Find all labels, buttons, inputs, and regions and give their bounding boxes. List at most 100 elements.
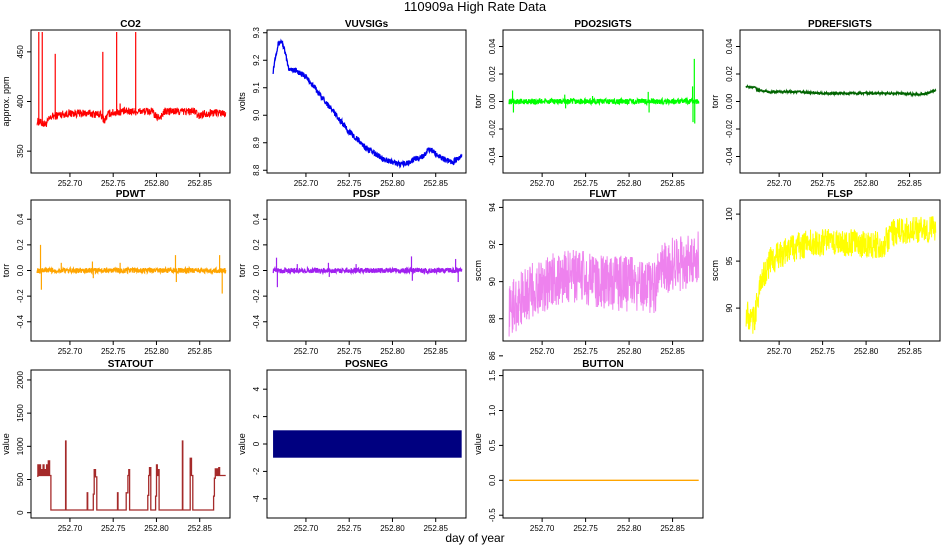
x-tick-label: 252.80	[380, 179, 405, 188]
y-tick-label: 0.00	[488, 93, 497, 109]
x-tick-label: 252.85	[660, 179, 685, 188]
y-tick-label: -0.04	[488, 147, 497, 166]
x-tick-label: 252.70	[58, 347, 83, 356]
x-tick-label: 252.75	[101, 179, 126, 188]
panel-title: PDWT	[116, 189, 145, 200]
panel-title: STATOUT	[108, 359, 154, 370]
data-line	[508, 96, 700, 107]
x-tick-label: 252.75	[810, 179, 835, 188]
y-tick-label: 0.2	[252, 239, 261, 251]
x-tick-label: 252.85	[187, 347, 212, 356]
y-tick-label: -0.2	[252, 289, 261, 303]
y-tick-label: 0.4	[252, 213, 261, 225]
y-axis-label: approx. ppm	[1, 76, 11, 126]
x-tick-label: 252.80	[617, 524, 642, 533]
y-tick-label: 9.1	[252, 82, 261, 94]
x-tick-label: 252.80	[617, 347, 642, 356]
plot-frame	[739, 199, 941, 342]
plot-frame	[266, 29, 467, 174]
x-tick-label: 252.85	[660, 347, 685, 356]
x-tick-label: 252.70	[294, 347, 319, 356]
x-tick-label: 252.85	[660, 524, 685, 533]
data-band	[273, 430, 462, 458]
y-tick-label: 8.8	[252, 164, 261, 176]
panel-title: CO2	[120, 19, 141, 30]
y-tick-label: 4	[252, 386, 261, 391]
x-tick-label: 252.75	[337, 524, 362, 533]
plot-frame	[30, 369, 231, 519]
panel-vuvsigs: VUVSIGs volts 8.8 8.9 9.0 9.1 9.2 9.3 252.70 252.…	[237, 19, 467, 188]
x-tick-label: 252.80	[380, 524, 405, 533]
y-axis-label: value	[473, 433, 483, 455]
y-tick-label: -2	[252, 467, 261, 475]
x-tick-label: 252.70	[530, 524, 555, 533]
y-tick-label: -4	[252, 495, 261, 503]
data-line	[272, 38, 463, 169]
y-axis-label: sccm	[473, 260, 483, 281]
y-tick-label: 94	[488, 202, 497, 211]
y-tick-label: 1000	[16, 437, 25, 455]
y-axis-label: sccm	[710, 260, 720, 281]
panel-co2: CO2 approx. ppm 350 400 450 252.70 252.75 252.8…	[1, 19, 231, 188]
x-tick-label: 252.80	[144, 347, 169, 356]
x-tick-label: 252.85	[187, 524, 212, 533]
x-tick-label: 252.80	[854, 347, 879, 356]
y-axis-label: value	[237, 433, 247, 455]
x-tick-label: 252.75	[573, 347, 598, 356]
y-tick-label: -0.02	[725, 119, 734, 138]
x-tick-label: 252.70	[58, 524, 83, 533]
x-tick-label: 252.85	[187, 179, 212, 188]
x-tick-label: 252.85	[897, 347, 922, 356]
y-tick-label: 2000	[16, 371, 25, 389]
x-tick-label: 252.85	[423, 347, 448, 356]
y-tick-label: 0.0	[252, 264, 261, 276]
y-tick-label: 0.04	[488, 38, 497, 54]
x-tick-label: 252.80	[617, 179, 642, 188]
x-tick-label: 252.70	[58, 179, 83, 188]
y-tick-label: 1500	[16, 404, 25, 422]
x-tick-label: 252.75	[573, 524, 598, 533]
x-tick-label: 252.85	[423, 524, 448, 533]
x-tick-label: 252.75	[101, 524, 126, 533]
plot-frame	[502, 369, 704, 519]
y-tick-label: 0.04	[725, 38, 734, 54]
y-tick-label: 0.0	[488, 474, 497, 486]
x-tick-label: 252.75	[337, 347, 362, 356]
y-tick-label: 0.02	[725, 66, 734, 82]
x-tick-label: 252.70	[294, 524, 319, 533]
plot-frame	[739, 29, 941, 174]
panel-title: POSNEG	[345, 359, 388, 370]
y-tick-label: -0.04	[725, 147, 734, 166]
x-tick-label: 252.75	[101, 347, 126, 356]
x-tick-label: 252.70	[767, 347, 792, 356]
panel-pdsp: PDSP torr -0.4 -0.2 0.0 0.2 0.4 252.70 252.75 252…	[237, 189, 467, 356]
y-tick-label: -0.5	[488, 508, 497, 522]
panel-posneg: POSNEG value -4 -2 0 2 4 252.70 252.75 252.80 252.…	[237, 359, 467, 533]
panel-title: FLWT	[589, 189, 616, 200]
y-tick-label: 450	[16, 45, 25, 59]
y-tick-label: 9.3	[252, 27, 261, 39]
y-tick-label: 0.5	[488, 439, 497, 451]
y-tick-label: 0.2	[16, 239, 25, 251]
y-axis-label: volts	[237, 92, 247, 111]
y-tick-label: -0.2	[16, 289, 25, 303]
x-tick-label: 252.75	[337, 179, 362, 188]
figure-title: 110909a High Rate Data	[403, 0, 547, 14]
x-tick-label: 252.80	[144, 524, 169, 533]
y-tick-label: 90	[725, 303, 734, 312]
y-tick-label: 0.4	[16, 213, 25, 225]
panel-statout: STATOUT value 0 500 1000 1500 2000 252.70 252.75…	[1, 359, 231, 533]
panel-title: PDREFSIGTS	[808, 19, 872, 30]
x-tick-label: 252.70	[294, 179, 319, 188]
y-tick-label: 2	[252, 414, 261, 419]
y-tick-label: 350	[16, 144, 25, 158]
data-line	[36, 106, 227, 128]
panel-pdo2sigts: PDO2SIGTS torr -0.04 -0.02 0.00 0.02 0.04 252.7…	[473, 19, 704, 188]
x-tick-label: 252.85	[423, 179, 448, 188]
panel-flwt: FLWT sccm 86 88 90 92 94 252.70 252.75 252.80 252.…	[473, 189, 704, 360]
y-tick-label: 100	[725, 207, 734, 221]
y-tick-label: 86	[488, 351, 497, 360]
x-axis-label: day of year	[445, 531, 505, 545]
y-axis-label: value	[1, 433, 11, 455]
y-tick-label: 95	[725, 256, 734, 265]
